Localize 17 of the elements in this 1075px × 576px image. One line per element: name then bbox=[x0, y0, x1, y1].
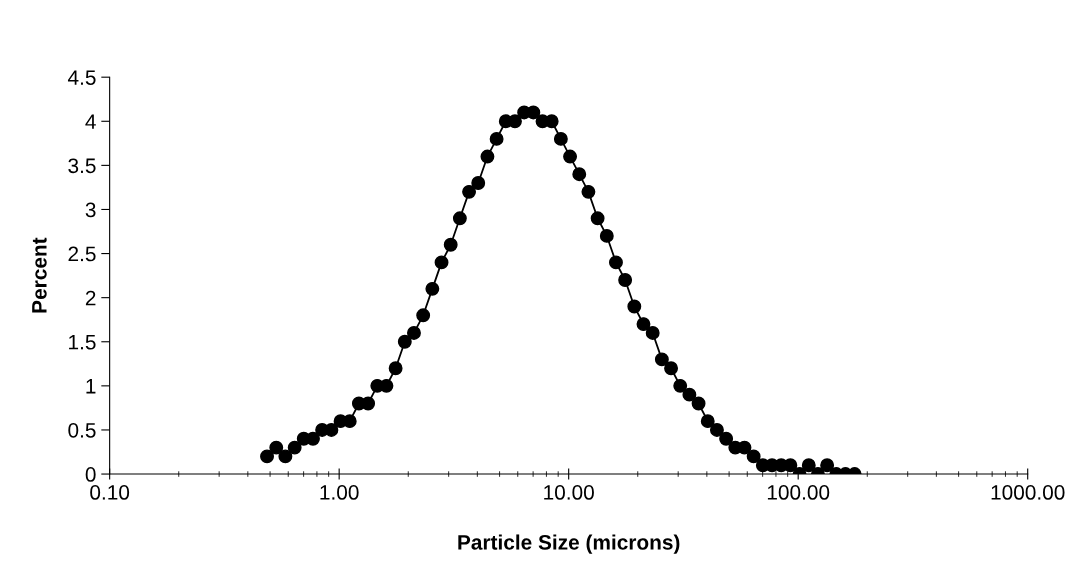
x-tick-label: 1.00 bbox=[320, 485, 359, 500]
y-tick-label: 2 bbox=[85, 290, 96, 306]
y-axis-title: Percent bbox=[32, 237, 47, 313]
y-tick-label: 0.5 bbox=[68, 422, 96, 438]
y-tick-label: 4.5 bbox=[67, 70, 96, 85]
y-tick-label: 4 bbox=[85, 114, 96, 129]
x-tick-label: 1000.00 bbox=[991, 485, 1065, 500]
x-tick-label: 100.00 bbox=[767, 485, 830, 500]
x-axis-title: Particle Size (microns) bbox=[458, 534, 680, 554]
y-tick-label: 3 bbox=[85, 202, 96, 218]
y-tick-label: 0 bbox=[85, 467, 96, 482]
x-tick-label: 0.10 bbox=[90, 485, 130, 500]
x-tick-label: 10.00 bbox=[544, 485, 594, 500]
y-tick-label: 3.5 bbox=[68, 158, 96, 174]
y-tick-label: 2.5 bbox=[68, 246, 96, 262]
y-tick-label: 1 bbox=[86, 379, 96, 394]
y-tick-label: 1.5 bbox=[69, 334, 96, 350]
